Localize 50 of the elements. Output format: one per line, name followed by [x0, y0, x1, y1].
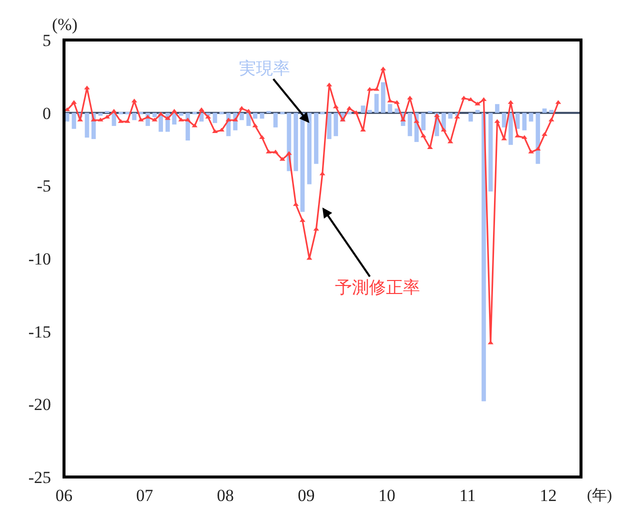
bar — [327, 112, 332, 140]
bar — [542, 108, 547, 113]
y-axis-title: (%) — [52, 15, 78, 34]
bar — [253, 112, 258, 119]
y-tick-label: 0 — [42, 104, 51, 123]
bar — [294, 112, 298, 172]
x-tick-label: 10 — [378, 486, 396, 505]
bar — [421, 112, 426, 130]
bar — [408, 112, 412, 136]
bar — [488, 112, 493, 192]
bar — [394, 108, 400, 113]
bar — [178, 112, 184, 116]
x-axis-title: (年) — [587, 487, 612, 504]
bar — [495, 104, 500, 113]
bar — [334, 112, 338, 136]
y-tick-label: -5 — [36, 176, 51, 196]
x-tick-label: 09 — [298, 486, 315, 505]
x-tick-label: 12 — [540, 486, 557, 505]
y-tick-label: -25 — [28, 468, 51, 487]
x-tick-label: 07 — [136, 486, 154, 505]
bar — [374, 94, 379, 113]
bar — [388, 104, 392, 113]
bar — [84, 112, 90, 138]
y-tick-label: -20 — [28, 395, 51, 414]
x-tick-label: 08 — [216, 486, 234, 505]
y-tick-label: -10 — [28, 249, 51, 268]
annotation: 予測修正率 — [335, 278, 420, 297]
y-tick-label: 5 — [42, 30, 51, 50]
bar — [381, 82, 386, 113]
bar — [273, 112, 278, 128]
y-tick-label: -15 — [28, 322, 51, 342]
bar — [502, 112, 506, 128]
bar — [508, 112, 513, 145]
bar — [212, 112, 218, 124]
x-tick-label: 06 — [56, 486, 72, 505]
annotation: 実現率 — [239, 59, 290, 78]
x-tick-label: 11 — [459, 486, 476, 505]
bar — [360, 106, 366, 113]
bar — [368, 110, 372, 113]
bar — [482, 112, 486, 402]
bar — [468, 112, 473, 122]
bar — [240, 112, 244, 120]
bar — [522, 112, 527, 130]
bar — [475, 110, 480, 113]
bar — [72, 112, 76, 129]
bar — [549, 110, 554, 113]
bar — [98, 112, 103, 116]
bar — [132, 112, 136, 120]
bar — [528, 112, 534, 122]
bar — [536, 112, 540, 164]
